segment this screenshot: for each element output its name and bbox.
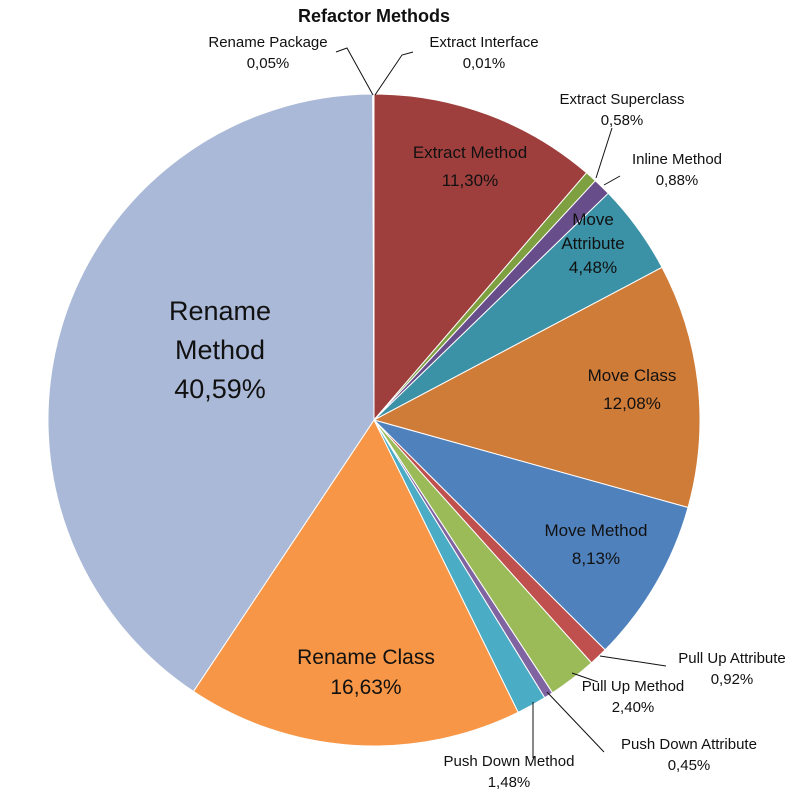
slice-value-move-class: 12,08% [603,394,661,413]
slice-name-extract-superclass: Extract Superclass [559,91,684,108]
slice-name-move-attribute: Attribute [561,234,624,253]
slice-value-rename-class: 16,63% [330,676,401,699]
chart-title: Refactor Methods [298,6,450,26]
leader-line-pull-up-method [571,672,599,683]
slice-labels: Extract Method 11,30% Extract Superclass 0,… [169,34,786,791]
slice-rename-method [47,93,375,693]
slice-value-rename-method: 40,59% [174,374,266,404]
slice-label-inline-method: Inline Method 0,88% [632,151,722,189]
slice-name-rename-method: Method [175,335,265,365]
slice-name-inline-method: Inline Method [632,151,722,168]
slice-label-extract-method: Extract Method 11,30% [413,143,527,190]
slice-name-extract-method: Extract Method [413,143,527,162]
slice-label-push-down-method: Push Down Method 1,48% [444,753,575,791]
slice-name-move-class: Move Class [588,366,677,385]
slice-name-move-attribute: Move [572,210,614,229]
slice-label-extract-interface: Extract Interface 0,01% [429,34,538,72]
slice-value-pull-up-attribute: 0,92% [711,671,754,688]
slice-name-extract-interface: Extract Interface [429,34,538,51]
slice-name-rename-method: Rename [169,296,271,326]
slice-value-pull-up-method: 2,40% [612,699,655,716]
slice-label-rename-class: Rename Class 16,63% [297,646,435,699]
leader-line-inline-method [603,175,621,186]
slice-value-push-down-attribute: 0,45% [668,757,711,774]
slice-value-inline-method: 0,88% [656,172,699,189]
leader-line-extract-interface [374,51,414,96]
leader-line-rename-package [335,47,374,96]
slice-name-push-down-attribute: Push Down Attribute [621,736,757,753]
slice-label-move-method: Move Method 8,13% [545,521,648,568]
slice-value-rename-package: 0,05% [247,55,290,72]
slice-value-extract-superclass: 0,58% [601,112,644,129]
leader-line-pull-up-attribute [599,655,667,667]
slice-name-rename-package: Rename Package [208,34,327,51]
pie-slices [47,93,701,747]
slice-label-extract-superclass: Extract Superclass 0,58% [559,91,684,129]
leader-line-extract-superclass [595,127,613,179]
slice-rename-class [192,419,519,747]
slice-value-move-attribute: 4,48% [569,258,617,277]
slice-name-pull-up-method: Pull Up Method [582,678,685,695]
slice-value-extract-method: 11,30% [442,171,498,190]
slice-label-move-attribute: Move Attribute 4,48% [561,210,624,277]
slice-value-move-method: 8,13% [572,549,620,568]
slice-name-rename-class: Rename Class [297,646,435,669]
slice-name-pull-up-attribute: Pull Up Attribute [678,650,786,667]
leader-lines [335,47,667,758]
slice-extract-method [373,93,588,422]
slice-label-pull-up-method: Pull Up Method 2,40% [582,678,685,716]
leader-line-push-down-attribute [546,691,605,753]
slice-label-rename-method: Rename Method 40,59% [169,296,271,404]
slice-label-pull-up-attribute: Pull Up Attribute 0,92% [678,650,786,688]
slice-move-class [372,266,701,509]
slice-name-move-method: Move Method [545,521,648,540]
slice-label-rename-package: Rename Package 0,05% [208,34,327,72]
slice-name-push-down-method: Push Down Method [444,753,575,770]
slice-move-method [372,419,689,651]
slice-label-push-down-attribute: Push Down Attribute 0,45% [621,736,757,774]
slice-value-extract-interface: 0,01% [463,55,506,72]
slice-label-move-class: Move Class 12,08% [588,366,677,413]
slice-value-push-down-method: 1,48% [488,774,531,791]
